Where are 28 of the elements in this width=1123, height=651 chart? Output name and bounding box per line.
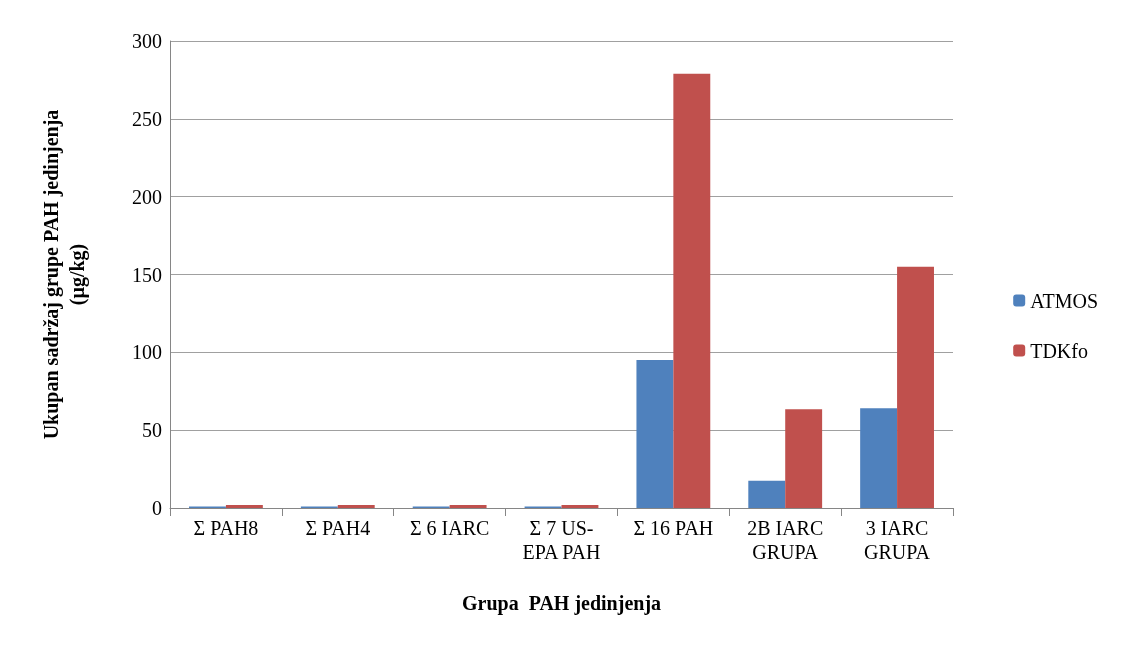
bar (748, 480, 786, 508)
x-tick-label: 3 IARC GRUPA (864, 517, 931, 563)
bar (561, 504, 599, 508)
y-axis-title: Ukupan sadržaj grupe PAH jedinjenja (µg/kg) (40, 109, 89, 440)
x-tick-label: Σ PAH4 (305, 517, 371, 539)
y-tick-label: 250 (132, 107, 162, 130)
bar (897, 266, 934, 508)
x-tick-label: 2B IARC GRUPA (747, 517, 824, 563)
x-tick-label: Σ PAH8 (193, 517, 259, 539)
legend-label: ATMOS (1030, 289, 1098, 312)
bar (449, 504, 487, 508)
x-tick-label: Σ 6 IARC (409, 517, 490, 539)
bar (785, 409, 823, 508)
bar (225, 504, 263, 508)
bar (337, 504, 375, 508)
bar (673, 73, 711, 508)
x-tick-label: Σ 7 US- EPA PAH (522, 517, 601, 563)
x-tick-label: Σ 16 PAH (633, 517, 714, 539)
y-tick-label: 200 (132, 185, 162, 208)
y-tick-label: 50 (142, 419, 162, 442)
bar (860, 408, 898, 508)
y-tick-label: 300 (132, 30, 162, 52)
x-axis-title: Grupa PAH jedinjenja (461, 592, 662, 615)
y-tick-label: 0 (152, 497, 162, 519)
y-tick-label: 150 (132, 263, 162, 286)
y-tick-label: 100 (132, 341, 162, 364)
bar (636, 360, 674, 508)
legend-label: TDKfo (1030, 339, 1088, 362)
